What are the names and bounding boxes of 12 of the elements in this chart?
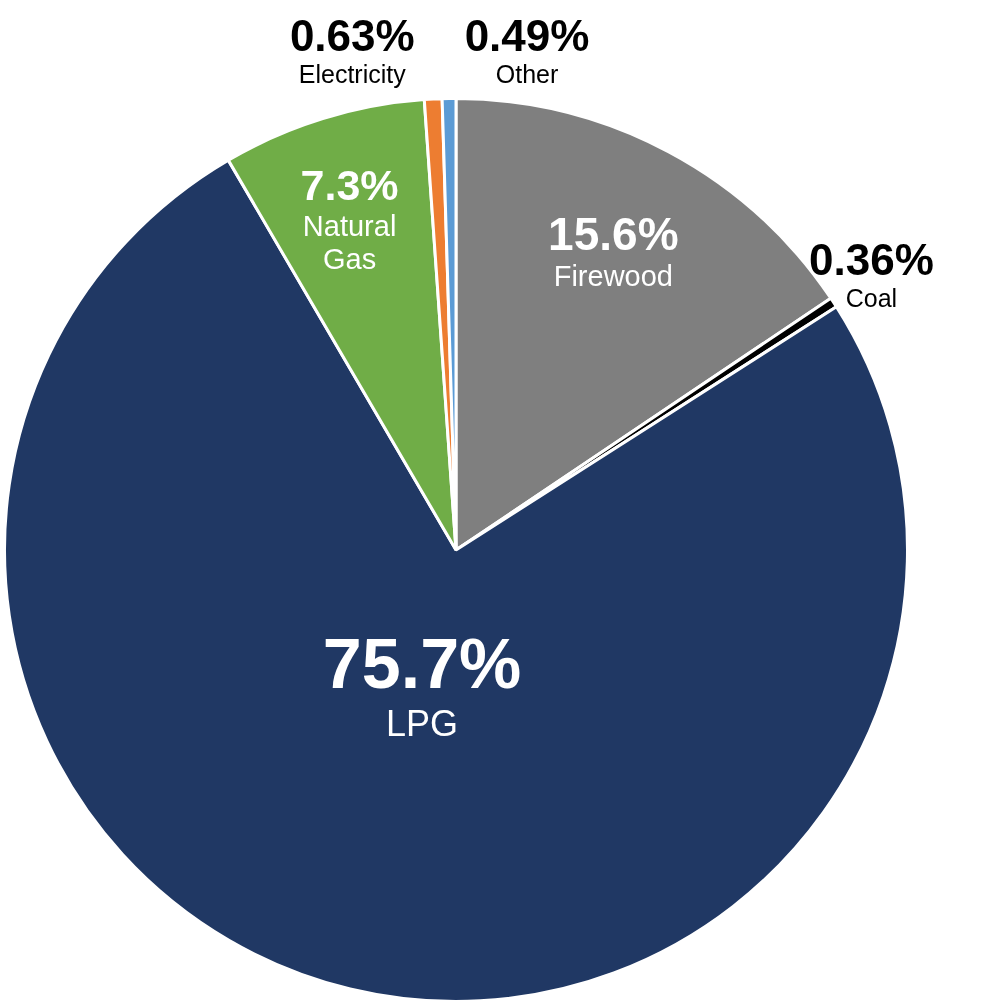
slice-label: Natural Gas [302,209,397,275]
data-label: 0.63% [289,11,415,61]
slice-label: Other [495,59,559,88]
slice-label: Coal [845,283,898,312]
slice-label: Firewood [553,260,673,293]
data-label: 7.3% [300,160,399,209]
data-label: 0.49% [464,10,590,60]
slice-label: LPG [386,702,459,744]
data-label: 15.6% [548,208,679,261]
data-label: 0.36% [809,234,934,284]
data-label: 75.7% [322,625,522,704]
slice-label: Electricity [298,60,407,89]
